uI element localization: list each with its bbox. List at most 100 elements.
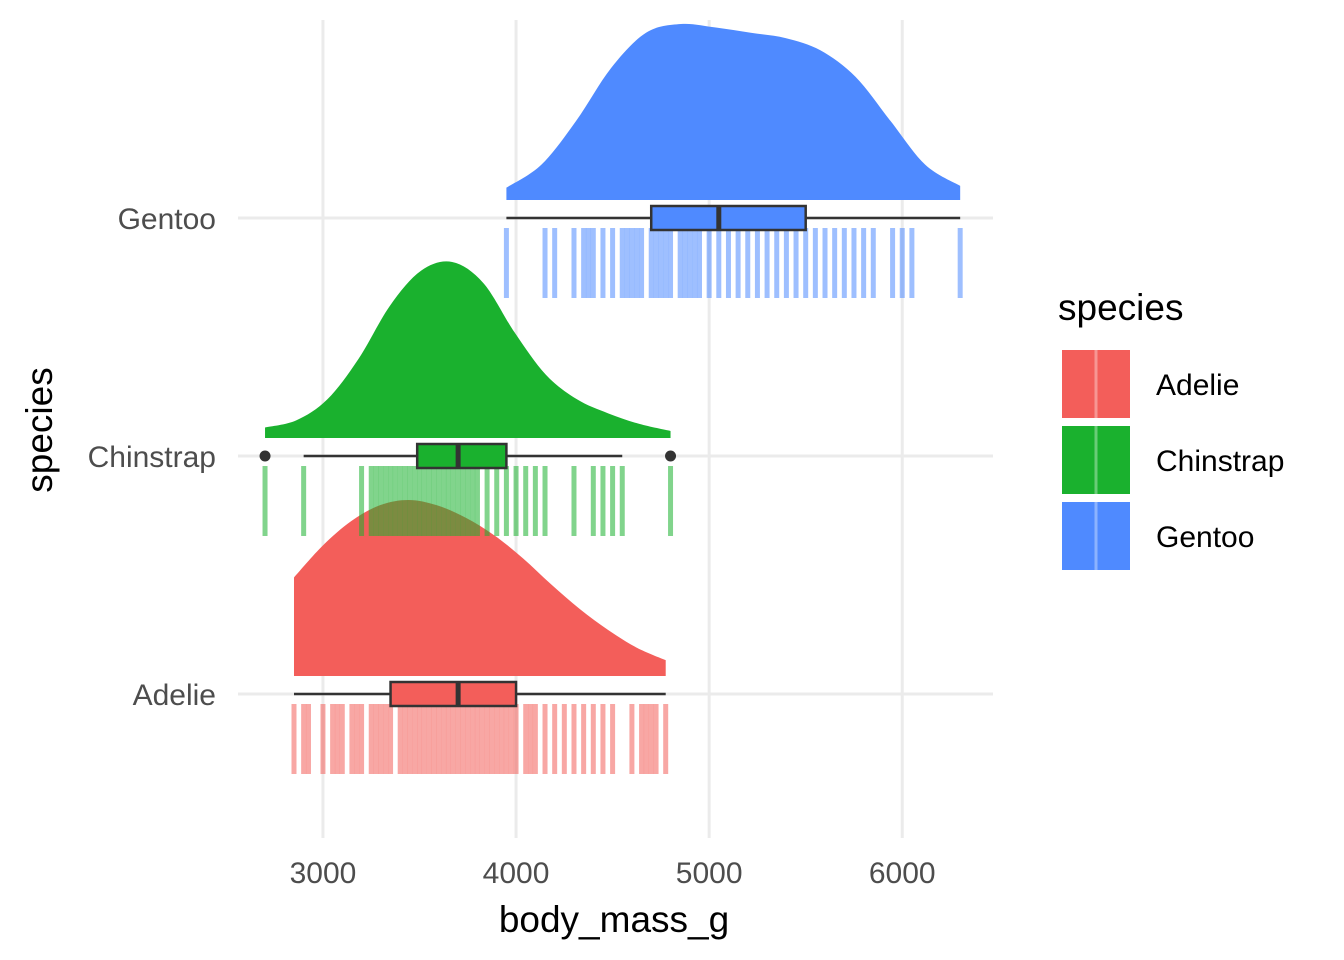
series-adelie: [291, 500, 669, 774]
data-point-tick: [436, 704, 442, 774]
data-point-tick: [590, 704, 596, 774]
data-point-tick: [803, 228, 809, 298]
data-point-tick: [890, 228, 896, 298]
data-point-tick: [392, 466, 398, 536]
data-point-tick: [450, 466, 456, 536]
data-point-tick: [692, 228, 698, 298]
data-point-tick: [474, 704, 480, 774]
data-point-tick: [426, 466, 432, 536]
data-point-tick: [441, 704, 447, 774]
y-tick-label: Adelie: [133, 679, 216, 712]
data-point-tick: [412, 466, 418, 536]
data-point-tick: [619, 228, 625, 298]
data-point-tick: [368, 704, 374, 774]
data-point-tick: [523, 704, 529, 774]
data-point-tick: [484, 466, 490, 536]
data-point-tick: [359, 466, 365, 536]
density-cloud: [506, 23, 961, 201]
data-point-tick: [412, 704, 418, 774]
data-point-tick: [600, 704, 606, 774]
data-point-tick: [957, 228, 963, 298]
data-point-tick: [305, 704, 311, 774]
data-point-tick: [590, 228, 596, 298]
data-point-tick: [373, 704, 379, 774]
boxplot-box: [415, 442, 508, 470]
data-point-tick: [610, 466, 616, 536]
data-point-tick: [600, 228, 606, 298]
data-point-tick: [354, 704, 360, 774]
data-point-tick: [610, 228, 616, 298]
data-point-tick: [624, 228, 630, 298]
data-point-tick: [421, 466, 427, 536]
data-point-tick: [431, 704, 437, 774]
legend-key-gentoo: [1062, 502, 1130, 570]
data-point-tick: [653, 704, 659, 774]
data-point-tick: [402, 704, 408, 774]
data-point-tick: [677, 228, 683, 298]
data-point-tick: [542, 466, 548, 536]
data-point-tick: [590, 466, 596, 536]
data-point-tick: [793, 228, 799, 298]
data-point-tick: [528, 704, 534, 774]
data-point-tick: [706, 228, 712, 298]
data-point-tick: [407, 466, 413, 536]
data-point-tick: [552, 228, 558, 298]
data-point-tick: [426, 704, 432, 774]
data-point-tick: [619, 466, 625, 536]
data-point-tick: [320, 704, 326, 774]
data-point-tick: [388, 704, 394, 774]
data-point-tick: [450, 704, 456, 774]
data-point-tick: [359, 704, 365, 774]
data-point-tick: [600, 466, 606, 536]
data-point-tick: [465, 704, 471, 774]
data-point-tick: [465, 466, 471, 536]
series-chinstrap: [259, 261, 677, 536]
data-point-tick: [851, 228, 857, 298]
data-point-tick: [585, 228, 591, 298]
series-gentoo: [503, 23, 963, 298]
data-point-tick: [663, 228, 669, 298]
data-point-tick: [812, 228, 818, 298]
data-point-tick: [764, 228, 770, 298]
x-tick-label: 5000: [676, 857, 743, 890]
legend-label-chinstrap: Chinstrap: [1156, 445, 1284, 478]
data-point-tick: [909, 228, 915, 298]
data-point-tick: [581, 228, 587, 298]
data-point-tick: [639, 228, 645, 298]
data-point-tick: [682, 228, 688, 298]
data-point-tick: [339, 704, 345, 774]
data-point-tick: [725, 228, 731, 298]
data-point-tick: [445, 704, 451, 774]
data-point-tick: [663, 704, 669, 774]
data-point-tick: [523, 466, 529, 536]
legend-key-adelie: [1062, 350, 1130, 418]
data-point-tick: [861, 228, 867, 298]
x-axis-title: body_mass_g: [499, 899, 729, 940]
data-point-tick: [648, 228, 654, 298]
data-point-tick: [417, 466, 423, 536]
data-point-tick: [470, 466, 476, 536]
data-point-tick: [388, 466, 394, 536]
data-point-tick: [668, 466, 674, 536]
data-point-tick: [542, 228, 548, 298]
data-point-tick: [754, 228, 760, 298]
boxplot-box: [649, 204, 807, 232]
data-point-tick: [581, 704, 587, 774]
boxplot-outlier: [665, 450, 677, 462]
data-point-tick: [301, 466, 307, 536]
data-point-tick: [503, 228, 509, 298]
boxplot-box: [389, 680, 518, 708]
data-point-tick: [421, 704, 427, 774]
data-point-tick: [513, 466, 519, 536]
legend-key-chinstrap: [1062, 426, 1130, 494]
data-point-tick: [634, 228, 640, 298]
boxplot-outlier: [259, 450, 271, 462]
y-axis-ticks: Adelie Chinstrap Gentoo: [88, 203, 216, 712]
data-point-tick: [417, 704, 423, 774]
data-point-tick: [349, 704, 355, 774]
data-point-tick: [474, 466, 480, 536]
data-point-tick: [378, 466, 384, 536]
data-point-tick: [687, 228, 693, 298]
x-tick-label: 4000: [483, 857, 550, 890]
